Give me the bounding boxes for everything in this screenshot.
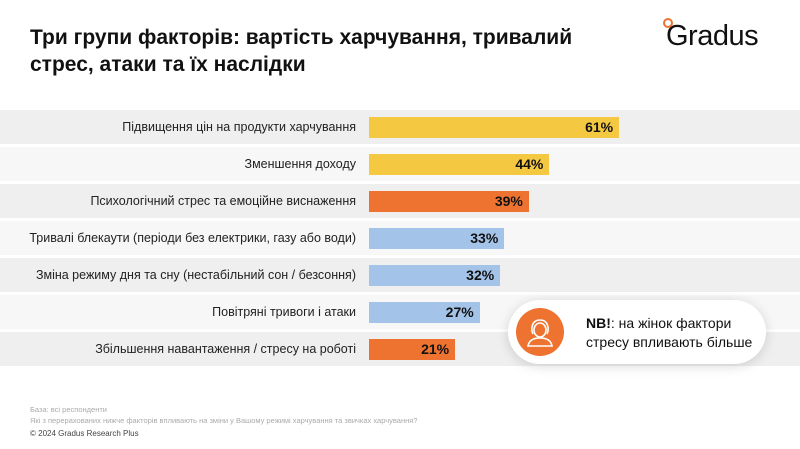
value-label: 21% <box>421 341 450 357</box>
category-label: Психологічний стрес та емоційне виснажен… <box>90 194 356 208</box>
callout-text: : на жінок фактори стресу впливають біль… <box>586 315 753 350</box>
bar <box>369 117 620 138</box>
category-label: Збільшення навантаження / стресу на робо… <box>95 342 356 356</box>
category-label: Тривалі блекаути (періоди без електрики,… <box>29 231 356 245</box>
bar <box>369 302 480 323</box>
value-label: 39% <box>494 193 523 209</box>
bar <box>369 154 550 175</box>
footer-base: База: всі респонденти <box>30 405 107 414</box>
bar <box>369 339 456 360</box>
chart-row: Підвищення цін на продукти харчування 61… <box>0 110 800 144</box>
value-label: 33% <box>470 230 499 246</box>
callout-bold: NB! <box>586 315 611 331</box>
value-label: 27% <box>445 304 474 320</box>
value-label: 44% <box>515 156 544 172</box>
bar <box>369 191 529 212</box>
page-title: Три групи факторів: вартість харчування,… <box>30 26 573 76</box>
chart-row: Психологічний стрес та емоційне виснажен… <box>0 184 800 218</box>
chart-row: Зменшення доходу 44% <box>0 147 800 181</box>
bar <box>369 228 505 249</box>
footer-question: Які з перерахованих нижче факторів вплив… <box>30 416 418 425</box>
value-label: 32% <box>466 267 495 283</box>
category-label: Підвищення цін на продукти харчування <box>122 120 356 134</box>
bar <box>369 265 501 286</box>
category-label: Повітряні тривоги і атаки <box>212 305 356 319</box>
footer-copyright: © 2024 Gradus Research Plus <box>30 429 139 438</box>
chart-row: Зміна режиму дня та сну (нестабільний со… <box>0 258 800 292</box>
callout-note: NB!: на жінок фактори стресу впливають б… <box>508 300 766 364</box>
category-label: Зміна режиму дня та сну (нестабільний со… <box>35 268 356 282</box>
category-label: Зменшення доходу <box>244 157 356 171</box>
woman-icon <box>516 308 564 356</box>
chart-row: Тривалі блекаути (періоди без електрики,… <box>0 221 800 255</box>
gradus-logo: Gradus <box>663 18 759 53</box>
value-label: 61% <box>585 119 614 135</box>
